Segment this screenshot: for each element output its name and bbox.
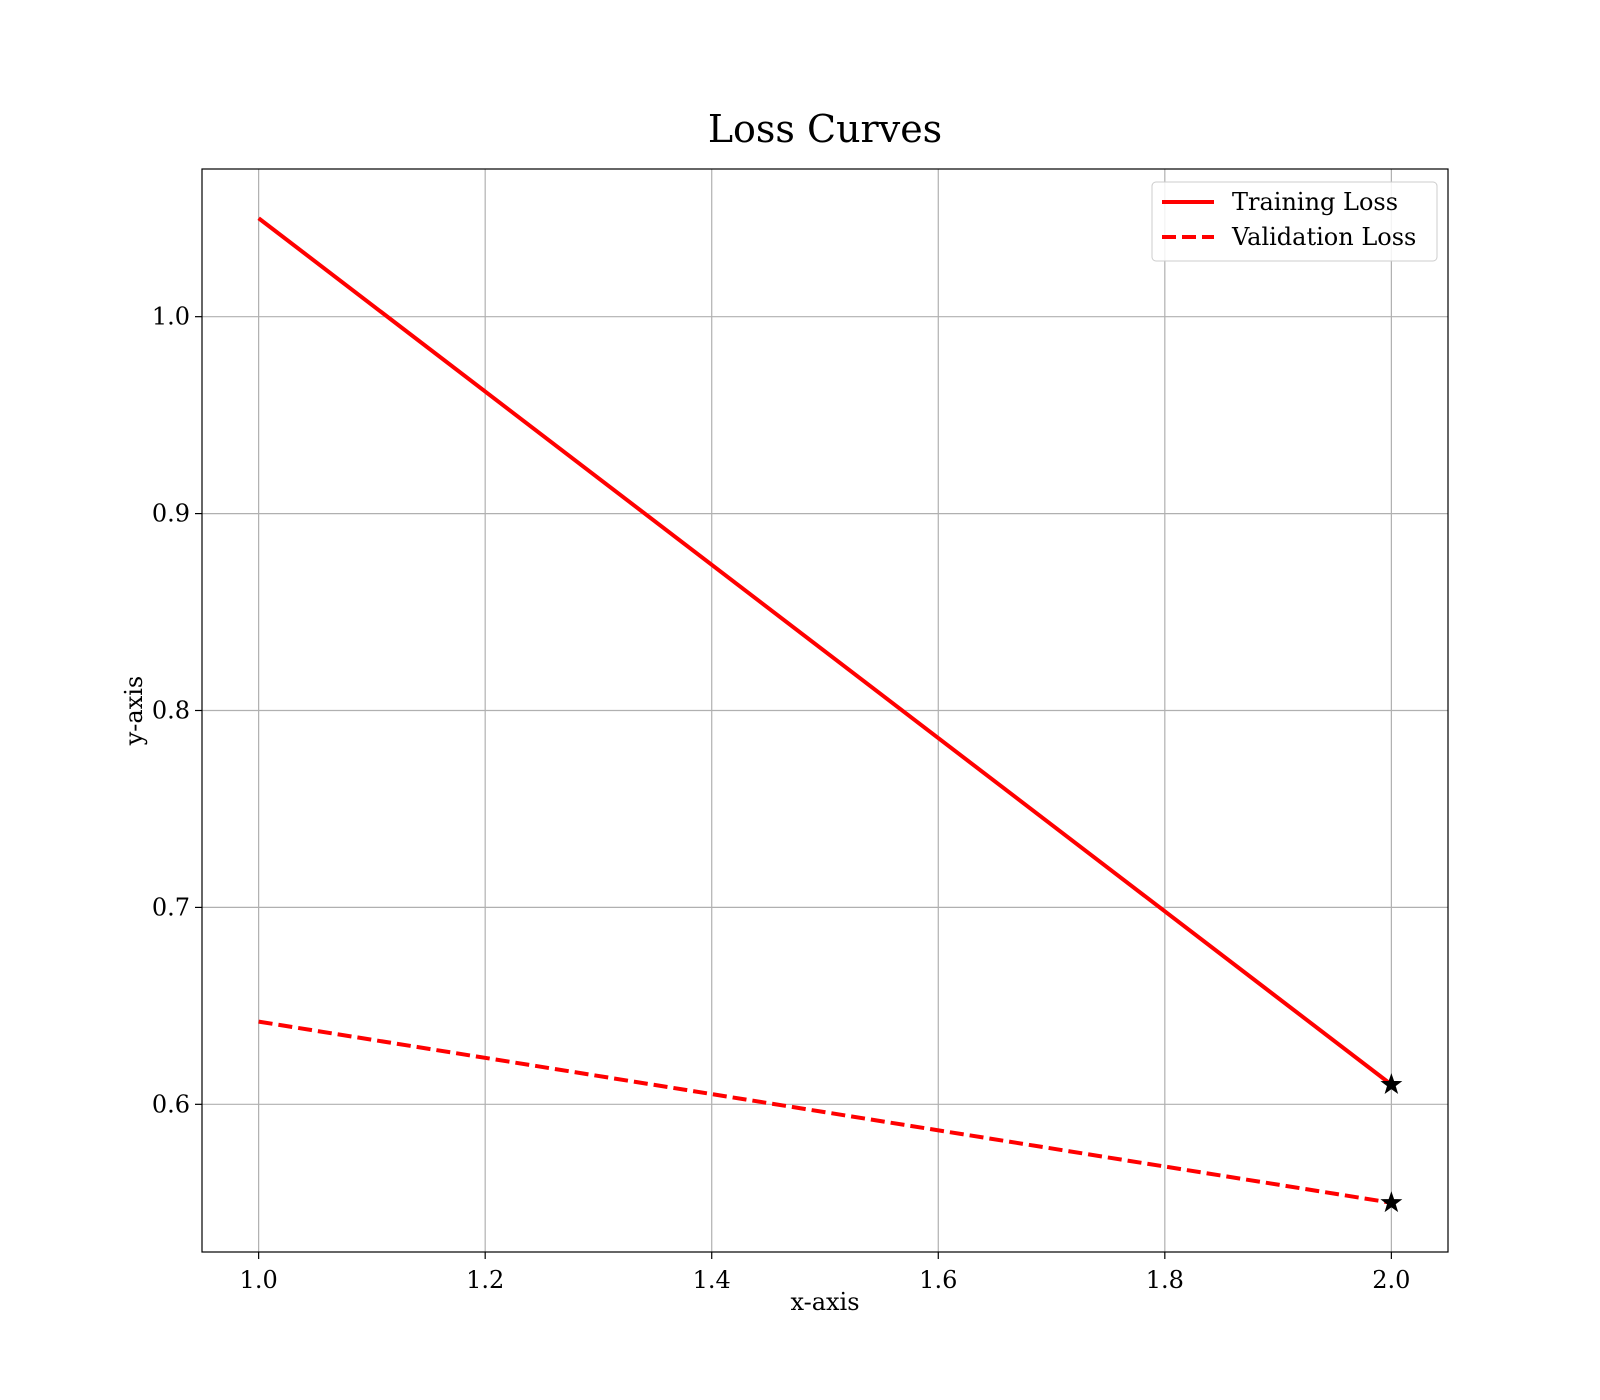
training-loss-line [257,216,1393,1087]
legend-box [1151,181,1438,262]
star-marker [1380,1191,1403,1213]
chart-title: Loss Curves [708,107,942,151]
y-tick-label: 0.8 [152,697,190,725]
y-tick-label: 1.0 [152,303,190,331]
x-tick-label: 1.6 [919,1266,957,1294]
y-axis-title: y-axis [120,676,148,747]
y-tick-label: 0.6 [152,1090,190,1118]
x-axis-title: x-axis [790,1288,859,1316]
axis-ticks: 1.0 1.2 1.4 1.6 1.8 2.0 0.6 0.7 0.8 0.9 1.0 [152,303,1411,1294]
legend: Training Loss Validation Loss [1151,181,1438,262]
x-tick-label: 2.0 [1372,1266,1410,1294]
x-tick-label: 1.4 [693,1266,731,1294]
validation-loss-line [258,1019,1392,1205]
star-marker [1380,1073,1403,1094]
x-tick-label: 1.8 [1146,1266,1184,1294]
x-tick-label: 1.0 [240,1266,278,1294]
y-tick-label: 0.7 [152,893,190,921]
x-tick-label: 1.2 [466,1266,504,1294]
y-tick-label: 0.9 [152,500,190,528]
grid [202,169,1448,1252]
legend-label: Training Loss [1232,188,1398,216]
series-layer [257,216,1403,1213]
legend-label: Validation Loss [1231,223,1416,251]
